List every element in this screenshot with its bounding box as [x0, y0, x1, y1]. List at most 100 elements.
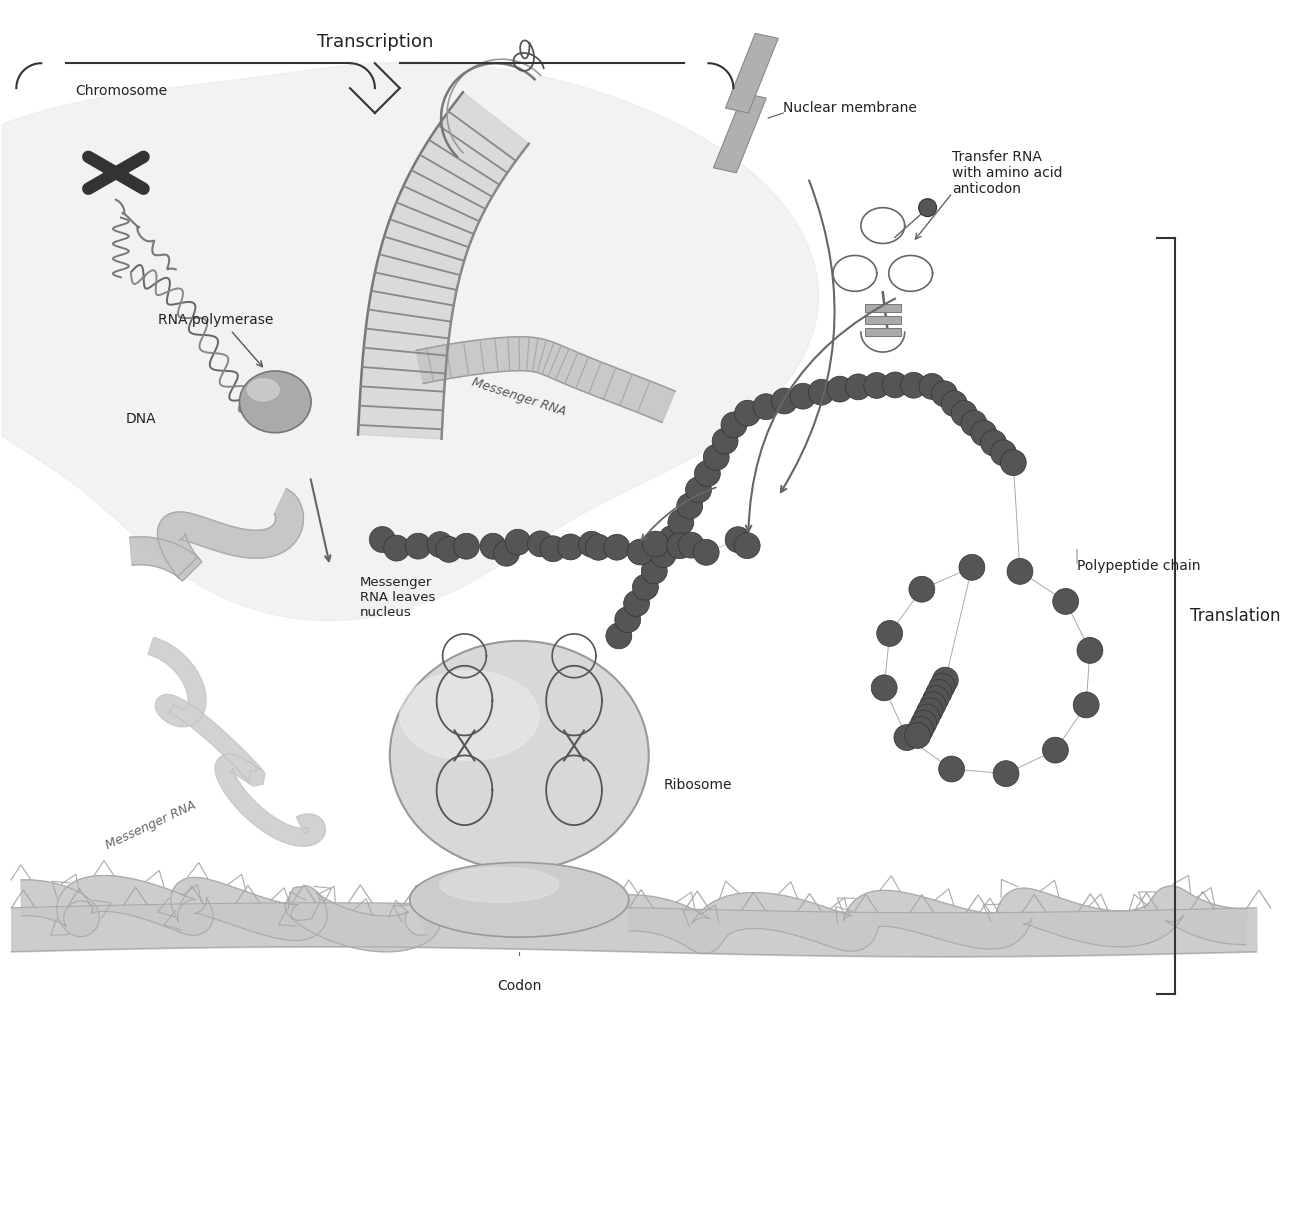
Ellipse shape — [248, 379, 279, 401]
Polygon shape — [865, 328, 900, 336]
Polygon shape — [149, 637, 326, 846]
Circle shape — [627, 539, 653, 565]
Circle shape — [693, 540, 719, 565]
Circle shape — [735, 533, 760, 558]
Text: Messenger RNA: Messenger RNA — [103, 799, 198, 851]
Circle shape — [369, 527, 395, 552]
Circle shape — [1042, 737, 1068, 764]
Circle shape — [726, 527, 751, 552]
Text: Codon: Codon — [496, 979, 542, 993]
Circle shape — [641, 558, 667, 584]
Circle shape — [453, 534, 480, 559]
Circle shape — [480, 534, 506, 559]
Circle shape — [1001, 450, 1027, 475]
Circle shape — [900, 372, 926, 398]
Polygon shape — [129, 489, 304, 581]
Circle shape — [904, 722, 930, 748]
Circle shape — [494, 540, 520, 567]
Circle shape — [1078, 637, 1102, 664]
Circle shape — [539, 536, 566, 562]
Circle shape — [642, 531, 668, 557]
Circle shape — [933, 668, 958, 693]
Circle shape — [624, 591, 649, 617]
Circle shape — [909, 576, 934, 602]
Circle shape — [920, 692, 946, 717]
Circle shape — [993, 761, 1019, 787]
Circle shape — [908, 716, 934, 742]
Circle shape — [558, 534, 584, 559]
Circle shape — [929, 674, 955, 699]
Polygon shape — [0, 62, 818, 620]
Circle shape — [753, 394, 779, 420]
Text: Messenger
RNA leaves
nucleus: Messenger RNA leaves nucleus — [360, 576, 435, 619]
Polygon shape — [416, 337, 675, 422]
Circle shape — [528, 531, 554, 557]
Circle shape — [721, 412, 747, 438]
Circle shape — [917, 698, 943, 724]
Circle shape — [877, 620, 903, 647]
Circle shape — [1007, 558, 1033, 585]
Text: Ribosome: Ribosome — [663, 778, 732, 793]
Ellipse shape — [400, 671, 539, 760]
Circle shape — [427, 531, 453, 558]
Ellipse shape — [390, 641, 649, 869]
Circle shape — [685, 477, 711, 502]
Ellipse shape — [439, 867, 559, 902]
Circle shape — [605, 534, 629, 561]
Circle shape — [971, 421, 997, 446]
Circle shape — [882, 372, 908, 398]
Text: DNA: DNA — [125, 412, 156, 426]
Circle shape — [951, 400, 977, 427]
Circle shape — [941, 390, 967, 417]
Circle shape — [771, 388, 797, 413]
Polygon shape — [865, 304, 900, 313]
Circle shape — [615, 607, 641, 632]
Circle shape — [864, 372, 890, 399]
Circle shape — [679, 533, 704, 558]
Circle shape — [919, 198, 937, 216]
Polygon shape — [726, 33, 778, 113]
Circle shape — [913, 704, 939, 730]
Circle shape — [872, 675, 898, 700]
Text: Nuclear membrane: Nuclear membrane — [783, 101, 917, 116]
Circle shape — [606, 623, 632, 649]
Circle shape — [506, 529, 530, 556]
Polygon shape — [21, 876, 440, 952]
Ellipse shape — [240, 371, 311, 433]
Circle shape — [919, 373, 945, 399]
Circle shape — [827, 376, 852, 402]
Ellipse shape — [409, 862, 629, 938]
Circle shape — [676, 494, 702, 519]
Circle shape — [585, 534, 611, 561]
Circle shape — [632, 574, 658, 601]
Circle shape — [1053, 589, 1079, 614]
Polygon shape — [714, 94, 766, 173]
Text: Transcription: Transcription — [317, 33, 433, 51]
Circle shape — [667, 533, 693, 558]
Circle shape — [650, 542, 676, 568]
Circle shape — [981, 430, 1006, 456]
Circle shape — [962, 410, 986, 437]
Circle shape — [668, 510, 693, 535]
Circle shape — [911, 710, 937, 736]
Circle shape — [704, 444, 730, 471]
Circle shape — [713, 428, 737, 454]
Text: Messenger RNA: Messenger RNA — [470, 376, 568, 418]
Circle shape — [437, 536, 461, 562]
Polygon shape — [629, 886, 1247, 953]
Circle shape — [1074, 692, 1100, 717]
Circle shape — [735, 400, 761, 426]
Text: Chromosome: Chromosome — [74, 84, 167, 98]
Circle shape — [790, 383, 816, 409]
Polygon shape — [358, 92, 529, 439]
Circle shape — [894, 725, 920, 750]
Text: Polypeptide chain: Polypeptide chain — [1078, 559, 1200, 573]
Circle shape — [926, 680, 952, 705]
Circle shape — [405, 533, 431, 559]
Circle shape — [694, 461, 721, 486]
Polygon shape — [865, 316, 900, 325]
Circle shape — [579, 531, 605, 557]
Circle shape — [932, 381, 958, 406]
Circle shape — [659, 525, 685, 551]
Circle shape — [938, 756, 964, 782]
